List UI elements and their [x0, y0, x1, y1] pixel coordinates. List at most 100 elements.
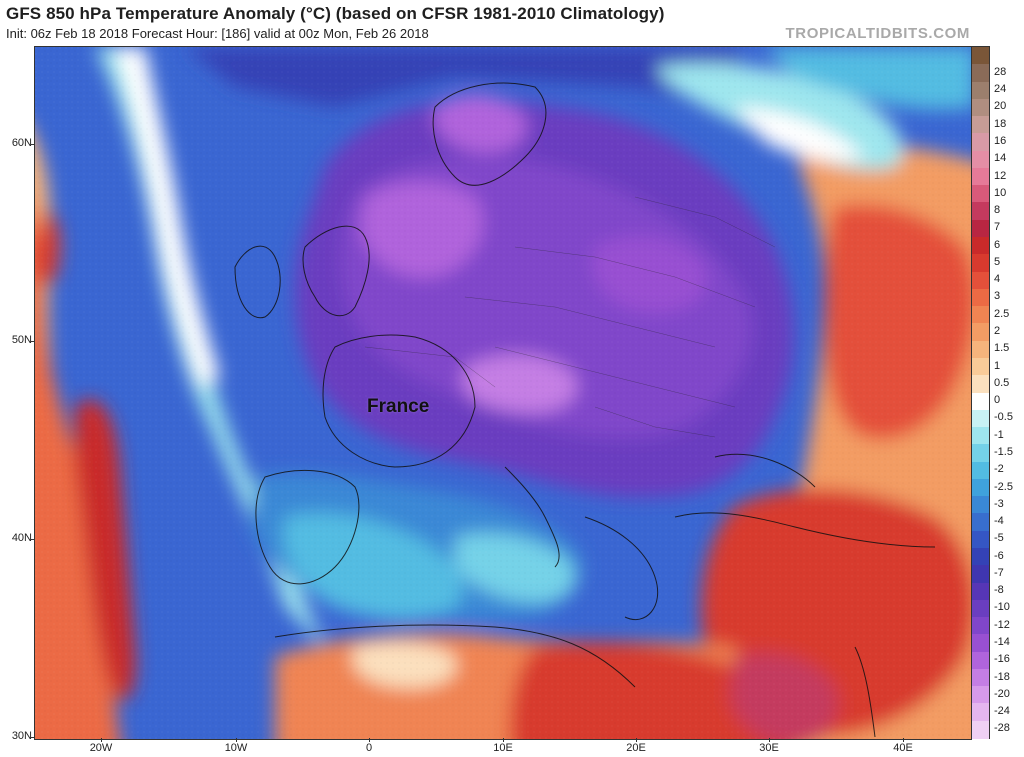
colorbar-label: -10 — [994, 601, 1010, 614]
colorbar-swatch — [972, 547, 989, 566]
forecast-subtitle: Init: 06z Feb 18 2018 Forecast Hour: [18… — [6, 26, 429, 41]
colorbar-label: 16 — [994, 135, 1007, 147]
colorbar-swatch — [972, 582, 989, 601]
colorbar-swatch — [972, 444, 989, 463]
longitude-tick — [369, 738, 370, 742]
colorbar-swatch — [972, 496, 989, 515]
colorbar-label: 10 — [994, 186, 1007, 199]
latitude-label: 40N — [11, 532, 32, 544]
colorbar-swatch — [972, 81, 989, 100]
colorbar-swatch — [972, 461, 989, 480]
latitude-tick — [31, 737, 35, 738]
colorbar-swatch — [972, 202, 989, 221]
colorbar-swatch — [972, 323, 989, 342]
colorbar-label: 5 — [994, 255, 1001, 268]
colorbar-swatch — [972, 219, 989, 238]
colorbar-swatch — [972, 530, 989, 549]
colorbar-swatch — [972, 133, 989, 152]
colorbar-swatch — [972, 634, 989, 653]
map-title: GFS 850 hPa Temperature Anomaly (°C) (ba… — [6, 4, 665, 23]
colorbar-swatch — [972, 116, 989, 134]
colorbar-label: 1 — [994, 359, 1001, 372]
colorbar-swatch — [972, 254, 989, 273]
colorbar-label: 0.5 — [994, 376, 1010, 389]
colorbar-swatch — [972, 375, 989, 394]
colorbar-label: 14 — [994, 152, 1007, 165]
colorbar-swatch — [972, 617, 989, 635]
colorbar-swatch — [972, 185, 989, 204]
colorbar-swatch — [972, 167, 989, 186]
colorbar-swatch — [972, 392, 989, 411]
colorbar-label: 4 — [994, 273, 1001, 286]
colorbar-swatch — [972, 409, 989, 428]
colorbar-label: -12 — [994, 618, 1010, 631]
longitude-label: 10W — [224, 742, 248, 754]
colorbar-swatch — [972, 427, 989, 445]
colorbar-swatch — [972, 64, 989, 83]
longitude-label: 30E — [759, 742, 779, 754]
colorbar-label: 2 — [994, 325, 1001, 338]
colorbar-label: -5 — [994, 532, 1004, 545]
colorbar-label: 1.5 — [994, 342, 1010, 355]
colorbar-label: -24 — [994, 705, 1010, 718]
colorbar — [971, 46, 990, 739]
colorbar-label: -18 — [994, 670, 1010, 683]
latitude-label: 30N — [11, 730, 32, 742]
colorbar-swatch — [972, 150, 989, 169]
longitude-tick — [636, 738, 637, 742]
place-label-france: France — [367, 396, 430, 417]
colorbar-label: 18 — [994, 117, 1007, 130]
latitude-label: 50N — [11, 334, 32, 346]
colorbar-label: -2 — [994, 463, 1004, 476]
colorbar-label: -6 — [994, 549, 1004, 562]
colorbar-label: 3 — [994, 290, 1001, 303]
colorbar-swatch — [972, 237, 989, 255]
colorbar-label: 28 — [994, 65, 1007, 78]
colorbar-swatch — [972, 306, 989, 324]
longitude-tick — [503, 738, 504, 742]
colorbar-swatch — [972, 599, 989, 618]
anomaly-field — [35, 47, 971, 739]
colorbar-swatch — [972, 47, 989, 65]
colorbar-swatch — [972, 651, 989, 670]
colorbar-label: -16 — [994, 653, 1010, 666]
latitude-tick — [31, 539, 35, 540]
colorbar-label: -3 — [994, 497, 1004, 510]
longitude-label: 10E — [493, 742, 513, 754]
latitude-label: 60N — [11, 137, 32, 149]
colorbar-swatch — [972, 478, 989, 497]
colorbar-label: -4 — [994, 515, 1004, 528]
colorbar-swatch — [972, 288, 989, 307]
colorbar-label: -7 — [994, 566, 1004, 579]
colorbar-label: -0.5 — [994, 411, 1013, 424]
colorbar-label: 6 — [994, 238, 1001, 251]
colorbar-swatch — [972, 357, 989, 376]
colorbar-label: -20 — [994, 687, 1010, 700]
colorbar-label: -14 — [994, 635, 1010, 648]
longitude-label: 20W — [89, 742, 113, 754]
colorbar-label: -8 — [994, 584, 1004, 597]
latitude-tick — [31, 341, 35, 342]
longitude-tick — [769, 738, 770, 742]
colorbar-swatch — [972, 668, 989, 687]
colorbar-label: 2.5 — [994, 307, 1010, 320]
longitude-label: 0 — [365, 742, 373, 754]
colorbar-label: -28 — [994, 722, 1010, 735]
header: GFS 850 hPa Temperature Anomaly (°C) (ba… — [0, 0, 1024, 46]
anomaly-map — [34, 46, 972, 740]
colorbar-swatch — [972, 513, 989, 532]
colorbar-label: -2.5 — [994, 480, 1013, 493]
colorbar-swatch — [972, 340, 989, 359]
colorbar-label: 7 — [994, 221, 1001, 234]
source-watermark: TROPICALTIDBITS.COM — [785, 25, 970, 42]
colorbar-swatch — [972, 271, 989, 290]
longitude-tick — [903, 738, 904, 742]
latitude-tick — [31, 144, 35, 145]
colorbar-label: 0 — [994, 394, 1001, 407]
colorbar-label: -1 — [994, 428, 1004, 441]
colorbar-swatch — [972, 703, 989, 722]
longitude-label: 40E — [893, 742, 913, 754]
colorbar-label: 12 — [994, 169, 1007, 182]
colorbar-label: 8 — [994, 204, 1001, 217]
longitude-tick — [101, 738, 102, 742]
